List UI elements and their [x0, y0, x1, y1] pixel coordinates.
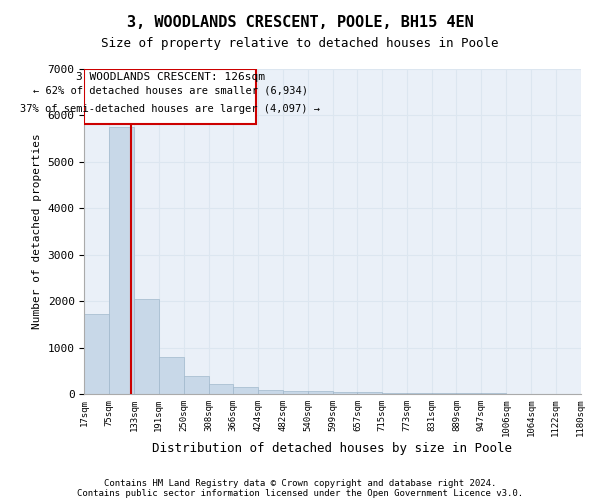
Text: 37% of semi-detached houses are larger (4,097) →: 37% of semi-detached houses are larger (… — [20, 104, 320, 115]
X-axis label: Distribution of detached houses by size in Poole: Distribution of detached houses by size … — [152, 442, 512, 455]
Text: ← 62% of detached houses are smaller (6,934): ← 62% of detached houses are smaller (6,… — [33, 86, 308, 96]
Bar — [134, 299, 158, 394]
Bar — [209, 384, 233, 394]
Text: 3, WOODLANDS CRESCENT, POOLE, BH15 4EN: 3, WOODLANDS CRESCENT, POOLE, BH15 4EN — [127, 15, 473, 30]
Bar — [308, 392, 332, 394]
Bar — [85, 314, 109, 394]
Bar — [184, 376, 209, 394]
Bar — [258, 390, 283, 394]
Bar — [358, 392, 382, 394]
Bar — [233, 388, 258, 394]
Bar — [283, 390, 308, 394]
Bar — [332, 392, 358, 394]
Text: Contains public sector information licensed under the Open Government Licence v3: Contains public sector information licen… — [77, 488, 523, 498]
Text: Size of property relative to detached houses in Poole: Size of property relative to detached ho… — [101, 38, 499, 51]
Text: Contains HM Land Registry data © Crown copyright and database right 2024.: Contains HM Land Registry data © Crown c… — [104, 478, 496, 488]
Bar — [407, 393, 431, 394]
FancyBboxPatch shape — [85, 69, 256, 124]
Bar — [158, 357, 184, 394]
Bar — [109, 127, 134, 394]
Y-axis label: Number of detached properties: Number of detached properties — [32, 134, 42, 330]
Bar — [382, 392, 407, 394]
Text: 3 WOODLANDS CRESCENT: 126sqm: 3 WOODLANDS CRESCENT: 126sqm — [76, 72, 265, 83]
